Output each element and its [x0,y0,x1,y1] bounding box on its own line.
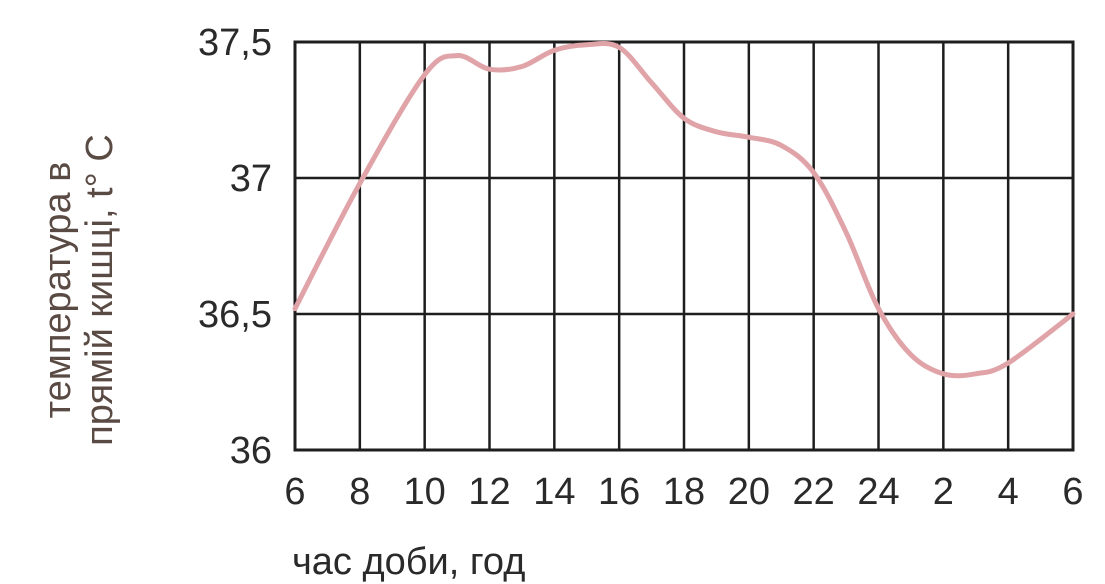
x-tick-label: 12 [468,471,510,513]
temperature-series-line [292,41,1076,379]
y-axis-label-line2: прямій кишці, t° C [79,134,121,446]
plot-grid [293,40,1075,452]
x-tick-label: 6 [284,471,305,513]
x-tick-label: 18 [663,471,705,513]
x-tick-label: 24 [857,471,899,513]
series-lines [292,41,1076,379]
x-tick-label: 6 [1062,471,1083,513]
x-tick-label: 16 [598,471,640,513]
x-tick-label: 22 [793,471,835,513]
x-tick-label: 14 [533,471,575,513]
x-tick-label: 4 [998,471,1019,513]
x-tick-label: 2 [933,471,954,513]
y-tick-label: 37 [230,158,272,200]
x-tick-label: 20 [728,471,770,513]
x-axis-label: час доби, год [292,541,525,583]
x-tick-label: 8 [349,471,370,513]
y-tick-label: 37,5 [198,22,272,64]
x-tick-label: 10 [404,471,446,513]
y-tick-label: 36 [230,430,272,472]
y-axis-label-line1: температура в [37,162,79,419]
y-tick-label: 36,5 [198,294,272,336]
y-tick-labels: 36 36,5 37 37,5 [198,22,272,472]
x-tick-labels: 6 8 10 12 14 16 18 20 22 24 2 4 6 [284,471,1083,513]
